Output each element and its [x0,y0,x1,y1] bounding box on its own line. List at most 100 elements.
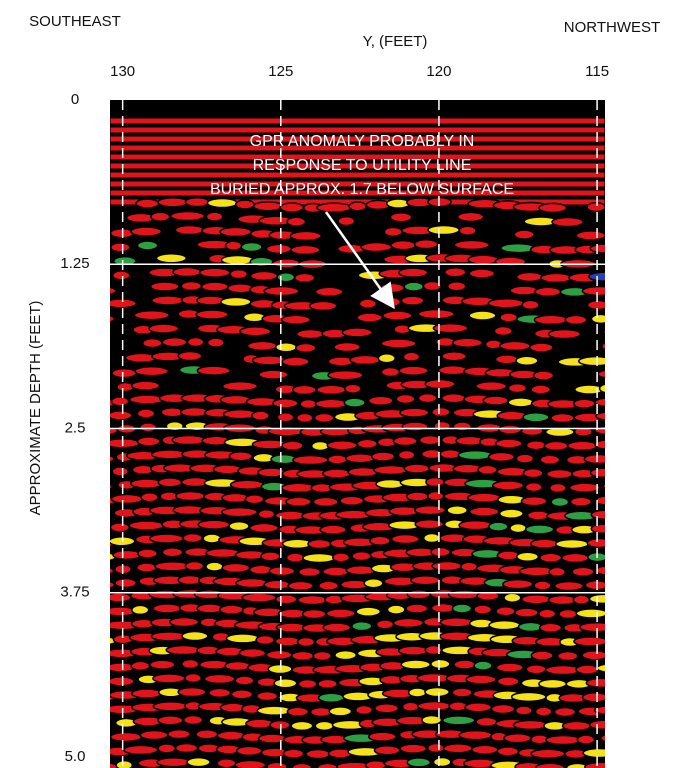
reflection [148,533,184,544]
reflections [92,117,605,768]
reflection [533,314,569,326]
reflection [373,703,400,714]
reflection [470,744,499,755]
reflection [182,532,203,544]
x-tick-label: 125 [268,63,293,80]
reflection [530,384,552,395]
reflection [174,224,205,236]
reflection [287,580,315,592]
reflection [110,454,115,463]
reflection [110,762,119,768]
reflection [595,565,605,576]
reflection [177,686,207,698]
reflection [268,565,296,577]
reflection [184,672,203,684]
reflection [157,196,189,208]
reflection [196,603,224,614]
reflection [466,492,502,503]
reflection [596,663,605,673]
reflection [493,325,513,337]
reflection [167,728,191,740]
reflection [316,762,339,768]
reflection [497,424,523,435]
reflection [398,267,429,278]
reflection [258,369,289,380]
reflection [545,468,574,480]
reflection [453,659,477,670]
reflection [130,688,163,699]
reflection [317,692,345,703]
reflection [156,756,192,768]
reflection [534,706,553,717]
reflection [524,524,555,535]
reflection [325,608,356,619]
surface-band [110,189,605,197]
reflection [110,580,116,589]
reflection [92,734,108,743]
reflection [314,398,349,409]
reflection [553,580,584,592]
reflection [256,705,293,716]
reflection [175,490,206,502]
reflection [356,312,383,323]
reflection [392,617,425,629]
reflection [226,282,255,294]
reflection [515,355,539,366]
y-tick-label: 3.75 [60,584,89,601]
reflection [290,650,315,662]
reflection [351,620,373,632]
reflection [161,546,184,558]
reflection [530,650,554,661]
reflection [206,337,225,348]
reflection [422,280,442,292]
reflection [397,645,429,656]
reflection [152,603,183,614]
reflection [448,701,468,712]
reflection [292,454,329,466]
reflection [355,606,382,617]
reflection [414,504,446,516]
annotation-arrow [324,211,395,310]
reflection [526,510,551,521]
reflection [389,212,413,223]
reflection [286,216,307,227]
reflection [328,706,353,717]
reflection [418,434,442,446]
reflection [556,650,579,662]
annotation: GPR ANOMALY PROBABLY IN RESPONSE TO UTILI… [210,133,514,310]
reflection [229,479,265,490]
reflection [509,285,539,296]
reflection [202,533,222,544]
surface-band [110,162,605,170]
reflection [482,395,509,406]
x-axis-label: Y, (FEET) [363,33,428,50]
reflection [228,520,250,532]
reflection [110,609,115,617]
reflection [333,341,362,353]
reflection [360,241,393,253]
reflection [281,440,304,451]
reflection [276,272,296,283]
reflection [136,240,159,251]
reflection [598,383,605,394]
reflection [198,267,231,278]
reflection [216,730,247,741]
reflection [256,690,279,702]
reflection [496,550,521,561]
reflection [581,691,605,703]
reflection [426,490,445,502]
reflection [594,397,605,408]
reflection [286,706,310,718]
reflection [110,314,115,323]
reflection [426,742,445,754]
reflection [530,538,560,549]
reflection [441,350,467,362]
reflection [583,453,605,465]
reflection [312,650,332,662]
reflection [198,659,230,670]
reflection [110,286,117,296]
reflection [169,210,206,222]
reflection [548,482,567,494]
reflection [157,477,183,488]
reflection [458,729,494,741]
